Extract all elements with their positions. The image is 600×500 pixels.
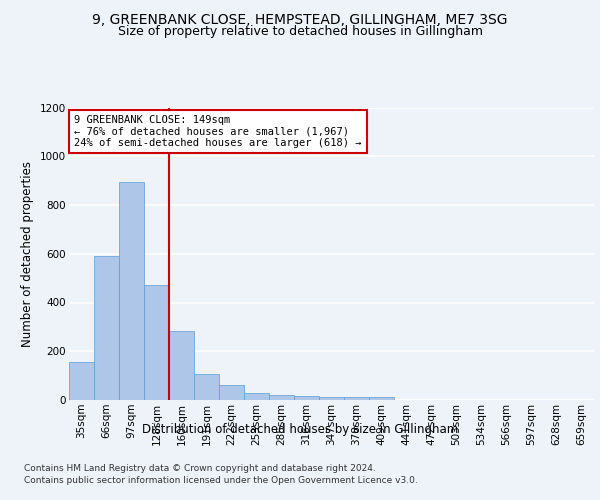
Bar [269,394,294,400]
Text: 9 GREENBANK CLOSE: 149sqm
← 76% of detached houses are smaller (1,967)
24% of se: 9 GREENBANK CLOSE: 149sqm ← 76% of detac… [74,115,362,148]
Text: 9, GREENBANK CLOSE, HEMPSTEAD, GILLINGHAM, ME7 3SG: 9, GREENBANK CLOSE, HEMPSTEAD, GILLINGHA… [92,12,508,26]
Bar [219,384,244,400]
Bar [69,362,94,400]
Bar [119,182,144,400]
Text: Distribution of detached houses by size in Gillingham: Distribution of detached houses by size … [142,422,458,436]
Bar [169,330,194,400]
Bar [144,286,169,400]
Bar [94,256,119,400]
Bar [244,392,269,400]
Bar [194,374,219,400]
Text: Contains HM Land Registry data © Crown copyright and database right 2024.: Contains HM Land Registry data © Crown c… [24,464,376,473]
Bar [319,397,344,400]
Bar [344,397,369,400]
Y-axis label: Number of detached properties: Number of detached properties [22,161,34,347]
Text: Contains public sector information licensed under the Open Government Licence v3: Contains public sector information licen… [24,476,418,485]
Bar [294,396,319,400]
Bar [369,397,394,400]
Text: Size of property relative to detached houses in Gillingham: Size of property relative to detached ho… [118,25,482,38]
